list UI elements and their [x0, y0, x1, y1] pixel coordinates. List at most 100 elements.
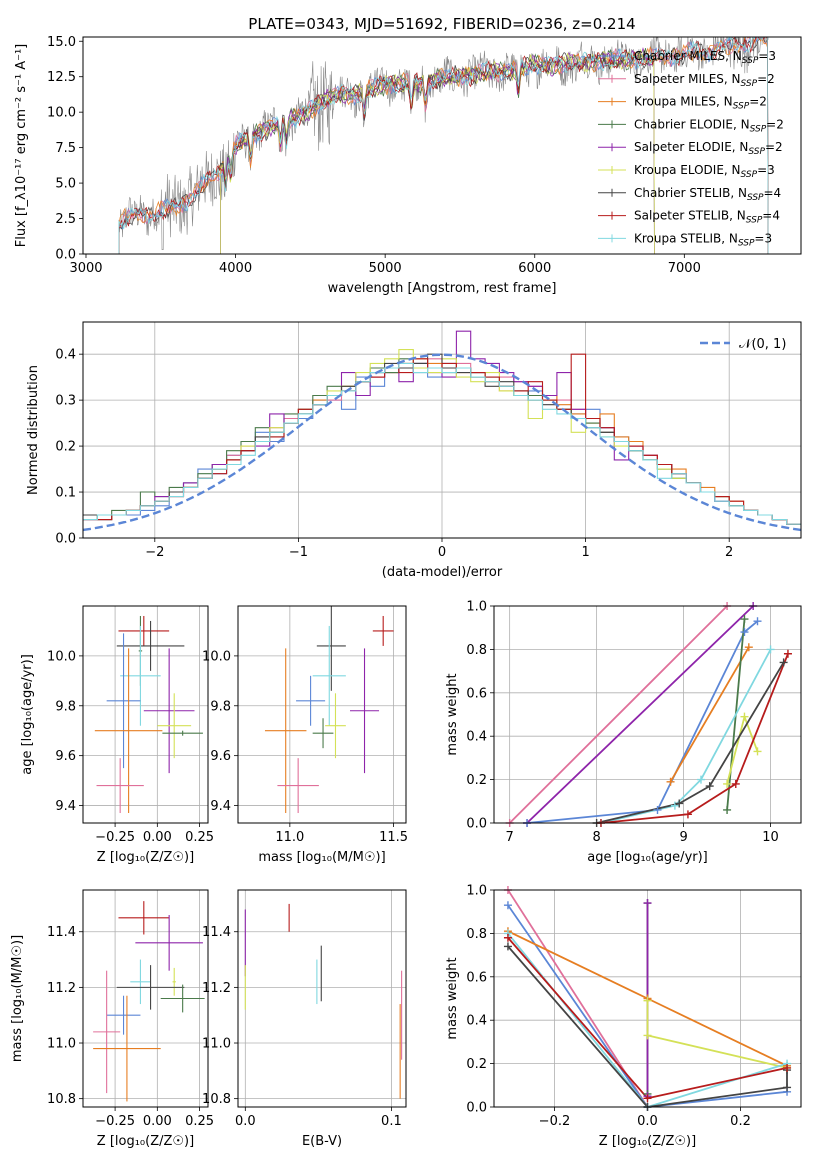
x-tick-label: 4000 [219, 261, 252, 276]
panel-mass-vs-z: −0.25 0.00 0.25 10.8 11.0 11.2 11.4 Z [log₁₀(Z/… [10, 889, 214, 1149]
plus-marker [503, 901, 512, 910]
axes-frame [82, 605, 209, 824]
y-tick-label: 0.0 [466, 1101, 487, 1116]
x-tick-label: 10 [762, 830, 779, 845]
y-tick-label: 10.0 [47, 106, 76, 121]
y-axis-label: Normed distribution [26, 365, 41, 495]
plus-marker [683, 810, 692, 819]
y-tick-label: 15.0 [47, 35, 76, 50]
plus-marker [783, 1063, 792, 1072]
weight-line-chabrier-miles [526, 620, 759, 823]
legend-count: =2 [749, 95, 767, 109]
y-tick-label: 11.0 [47, 1037, 76, 1052]
legend-name: Salpeter STELIB, N [634, 209, 746, 223]
y-tick-label: 11.0 [202, 1037, 231, 1052]
panel-mass-vs-ebv: 0.0 0.1 10.8 11.0 11.2 11.4 E(B-V) [202, 889, 407, 1149]
plus-marker [753, 617, 762, 626]
axes-frame [493, 889, 802, 1108]
x-tick-label: 2 [725, 545, 733, 560]
plus-marker [744, 643, 753, 652]
x-tick-label: 0.00 [143, 830, 172, 845]
y-tick-label: 9.4 [210, 799, 231, 814]
weight-line-chabrier-stelib [507, 945, 788, 1107]
plus-marker [779, 658, 788, 667]
x-axis-label: Z [log₁₀(Z/Z☉)] [97, 1134, 194, 1149]
y-axis-label: mass [log₁₀(M/M☉)] [10, 935, 25, 1062]
legend-count: =3 [758, 49, 776, 63]
legend-name: Salpeter MILES, N [634, 72, 741, 86]
x-tick-label: −0.25 [95, 830, 135, 845]
legend-label: Kroupa ELODIE, NSSP=3 [634, 163, 775, 180]
weight-line-kroupa-stelib [600, 648, 772, 823]
legend-label: Chabrier STELIB, NSSP=4 [634, 186, 781, 203]
gaussian-curve [83, 353, 801, 532]
legend-subscript: SSP [746, 216, 763, 226]
plot-area [264, 606, 394, 814]
y-tick-label: 10.8 [47, 1092, 76, 1107]
y-tick-label: 7.5 [55, 141, 76, 156]
plot-area [94, 615, 203, 814]
x-tick-label: 8 [592, 830, 600, 845]
legend-name: Chabrier ELODIE, N [634, 117, 750, 131]
plus-marker [643, 899, 652, 908]
plus-marker [643, 1031, 652, 1040]
y-tick-label: 0.8 [466, 643, 487, 658]
legend-count: =4 [764, 186, 782, 200]
plus-marker [666, 777, 675, 786]
plot-area [83, 330, 801, 532]
panel-weight-vs-age: 7 8 9 10 0.0 0.2 0.4 0.6 0.8 1.0 age [log₁₀(age/yr… [445, 600, 802, 865]
y-tick-label: 9.6 [210, 749, 231, 764]
y-tick-label: 9.6 [55, 749, 76, 764]
legend-subscript: SSP [742, 56, 759, 66]
y-axis-label: age [log₁₀(age/yr)] [20, 654, 35, 775]
panel-weight-vs-z: −0.2 0.0 0.2 0.0 0.2 0.4 0.6 0.8 1.0 Z [log₁₀(Z/Z… [445, 884, 802, 1149]
legend-label: Chabrier MILES, NSSP=3 [634, 49, 776, 66]
x-tick-label: 0.0 [235, 1114, 256, 1129]
plot-area [118, 37, 769, 254]
x-tick-label: −1 [289, 545, 308, 560]
legend-count: =2 [757, 72, 775, 86]
legend-name: Kroupa MILES, N [634, 95, 733, 109]
panel-residuals: −2 −1 0 1 2 0.0 0.1 0.2 0.3 0.4 (data-model)/error… [26, 321, 802, 580]
x-axis-label: Z [log₁₀(Z/Z☉)] [97, 850, 194, 865]
weight-line-salpeter-stelib [600, 653, 789, 823]
panel-age-vs-mass: 11.0 11.5 9.4 9.6 9.8 10.0 mass [log₁₀(M/M☉)] [202, 605, 408, 865]
legend-name: Kroupa ELODIE, N [634, 163, 741, 177]
x-tick-label: 9 [679, 830, 687, 845]
y-tick-label: 1.0 [466, 600, 487, 615]
weight-line-kroupa-miles [669, 646, 750, 783]
plus-marker [503, 942, 512, 951]
legend-subscript: SSP [741, 170, 758, 180]
axes-frame [82, 889, 209, 1108]
y-tick-label: 0.4 [55, 348, 76, 363]
y-tick-label: 5.0 [55, 177, 76, 192]
weight-line-kroupa-elodie [646, 1000, 788, 1069]
x-tick-label: 0 [438, 545, 446, 560]
panel-spectrum: 3000 4000 5000 6000 7000 0.0 2.5 5.0 7.5 10.0 12.5… [14, 15, 802, 296]
plus-marker [503, 933, 512, 942]
y-tick-label: 0.4 [466, 730, 487, 745]
x-tick-label: −0.2 [539, 1114, 571, 1129]
y-axis-label: mass weight [445, 957, 460, 1039]
legend-subscript: SSP [750, 124, 767, 134]
x-tick-label: 0.25 [185, 1114, 214, 1129]
y-tick-label: 10.8 [202, 1092, 231, 1107]
x-tick-label: 0.25 [185, 830, 214, 845]
x-tick-label: 7 [506, 830, 514, 845]
y-tick-label: 11.4 [47, 925, 76, 940]
x-axis-label: age [log₁₀(age/yr)] [587, 850, 708, 865]
plus-marker [643, 1094, 652, 1103]
plus-marker [783, 649, 792, 658]
weight-line-salpeter-elodie [526, 606, 754, 823]
legend-count: =3 [757, 163, 775, 177]
legend-subscript: SSP [741, 79, 758, 89]
y-tick-label: 9.8 [55, 699, 76, 714]
axes-frame [82, 321, 802, 539]
x-tick-label: −2 [145, 545, 164, 560]
plus-marker [731, 779, 740, 788]
y-tick-label: 1.0 [466, 884, 487, 899]
y-tick-label: 11.2 [47, 981, 76, 996]
y-axis-label: mass weight [445, 673, 460, 755]
plus-marker [696, 775, 705, 784]
